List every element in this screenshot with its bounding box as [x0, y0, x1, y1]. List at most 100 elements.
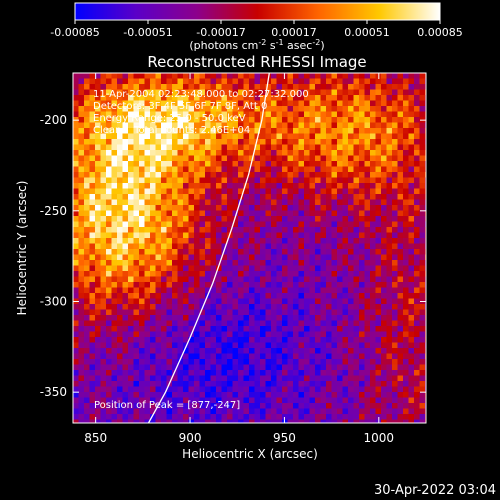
heatmap-cell — [139, 177, 145, 184]
heatmap-cell — [386, 243, 393, 250]
heatmap-cell — [150, 144, 156, 151]
heatmap-cell — [276, 265, 283, 272]
heatmap-cell — [100, 260, 107, 266]
heatmap-cell — [150, 227, 156, 233]
heatmap-cell — [254, 331, 261, 338]
heatmap-cell — [320, 150, 327, 156]
heatmap-cell — [331, 403, 338, 409]
heatmap-cell — [276, 172, 283, 178]
heatmap-cell — [287, 342, 294, 349]
colorbar-tick-label: -0.00017 — [196, 26, 245, 39]
heatmap-cell — [397, 89, 404, 96]
heatmap-cell — [364, 172, 371, 178]
heatmap-cell — [95, 348, 101, 354]
heatmap-cell — [271, 161, 277, 167]
heatmap-cell — [348, 238, 354, 244]
heatmap-cell — [100, 353, 107, 360]
heatmap-cell — [315, 95, 321, 101]
heatmap-cell — [348, 73, 354, 79]
heatmap-cell — [364, 392, 371, 398]
heatmap-cell — [216, 337, 222, 343]
heatmap-cell — [100, 194, 107, 200]
heatmap-cell — [78, 172, 85, 178]
heatmap-cell — [370, 73, 376, 79]
heatmap-cell — [194, 177, 200, 184]
heatmap-cell — [161, 172, 167, 178]
heatmap-cell — [216, 227, 222, 233]
heatmap-cell — [111, 194, 118, 200]
y-tick-label: -350 — [40, 385, 67, 399]
heatmap-cell — [128, 78, 134, 85]
heatmap-cell — [111, 287, 118, 294]
heatmap-cell — [139, 320, 145, 327]
heatmap-cell — [331, 177, 338, 184]
heatmap-cell — [100, 408, 107, 415]
heatmap-cell — [282, 199, 288, 206]
heatmap-cell — [408, 111, 415, 118]
heatmap-cell — [364, 309, 371, 316]
heatmap-cell — [133, 106, 140, 112]
heatmap-cell — [128, 89, 134, 96]
heatmap-cell — [331, 227, 338, 233]
heatmap-cell — [166, 249, 173, 255]
heatmap-cell — [276, 249, 283, 255]
heatmap-cell — [111, 304, 118, 310]
heatmap-cell — [100, 309, 107, 316]
heatmap-cell — [375, 348, 382, 354]
heatmap-cell — [326, 392, 332, 398]
heatmap-cell — [194, 155, 200, 162]
heatmap-cell — [337, 216, 343, 222]
heatmap-cell — [100, 271, 107, 277]
heatmap-cell — [326, 370, 332, 376]
heatmap-cell — [199, 199, 206, 206]
heatmap-cell — [326, 95, 332, 101]
heatmap-cell — [216, 106, 222, 112]
heatmap-cell — [117, 188, 123, 195]
heatmap-cell — [392, 403, 398, 409]
heatmap-cell — [166, 298, 173, 305]
heatmap-cell — [155, 304, 162, 310]
heatmap-cell — [177, 287, 184, 294]
heatmap-cell — [166, 205, 173, 211]
heatmap-cell — [172, 370, 178, 376]
heatmap-cell — [397, 392, 404, 398]
heatmap-cell — [381, 342, 387, 349]
heatmap-cell — [243, 359, 250, 365]
heatmap-cell — [166, 183, 173, 189]
heatmap-cell — [315, 403, 321, 409]
heatmap-cell — [298, 276, 305, 283]
heatmap-cell — [359, 260, 365, 266]
heatmap-cell — [320, 397, 327, 404]
heatmap-cell — [232, 150, 239, 156]
heatmap-cell — [144, 172, 151, 178]
heatmap-cell — [386, 265, 393, 272]
heatmap-cell — [177, 315, 184, 321]
heatmap-cell — [386, 260, 393, 266]
heatmap-cell — [199, 381, 206, 387]
heatmap-cell — [403, 111, 409, 118]
heatmap-cell — [254, 271, 261, 277]
heatmap-cell — [375, 150, 382, 156]
heatmap-cell — [249, 397, 255, 404]
heatmap-cell — [177, 408, 184, 415]
heatmap-cell — [78, 309, 85, 316]
heatmap-cell — [337, 386, 343, 393]
heatmap-cell — [408, 172, 415, 178]
heatmap-cell — [386, 271, 393, 277]
heatmap-cell — [144, 188, 151, 195]
heatmap-cell — [144, 210, 151, 217]
heatmap-cell — [331, 293, 338, 299]
heatmap-cell — [254, 375, 261, 382]
heatmap-cell — [84, 210, 90, 217]
heatmap-cell — [155, 353, 162, 360]
heatmap-cell — [271, 150, 277, 156]
heatmap-cell — [216, 249, 222, 255]
heatmap-cell — [298, 381, 305, 387]
heatmap-cell — [117, 155, 123, 162]
heatmap-cell — [265, 111, 272, 118]
heatmap-cell — [403, 144, 409, 151]
heatmap-cell — [210, 403, 217, 409]
heatmap-cell — [216, 397, 222, 404]
heatmap-cell — [381, 370, 387, 376]
heatmap-cell — [216, 298, 222, 305]
